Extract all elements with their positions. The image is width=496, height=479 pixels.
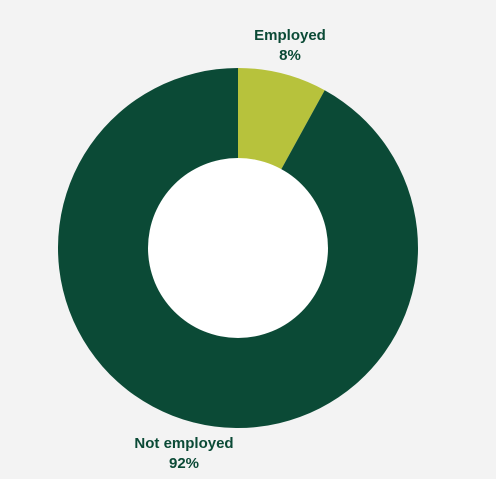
not-employed-label-name: Not employed <box>134 435 234 452</box>
employed-label: Employed 8% <box>238 26 342 66</box>
not-employed-label: Not employed 92% <box>118 434 250 474</box>
not-employed-label-value: 92% <box>168 455 200 472</box>
donut-hole <box>148 158 328 338</box>
employed-label-value: 8% <box>279 47 301 64</box>
employed-label-name: Employed <box>254 27 326 44</box>
